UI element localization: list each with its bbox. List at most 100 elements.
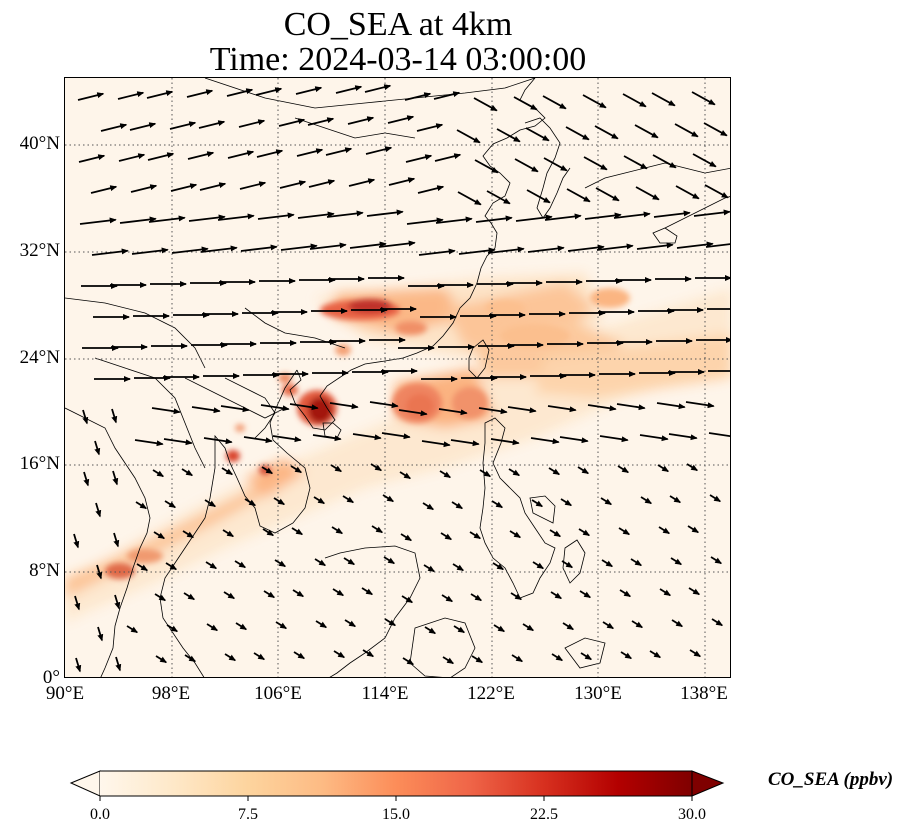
wind-vector-arrow	[453, 625, 466, 634]
wind-vector-arrow	[530, 437, 560, 445]
wind-vector-arrow	[381, 432, 411, 440]
wind-vector-arrow	[279, 180, 307, 189]
wind-vector-arrow	[491, 500, 504, 509]
wind-vector-arrow	[181, 468, 194, 477]
wind-vector-arrow	[582, 94, 607, 109]
wind-vector-arrow	[473, 97, 498, 112]
colorbar-gradient	[100, 771, 692, 796]
wind-vector-arrow	[272, 435, 302, 443]
wind-vector-arrow	[364, 84, 392, 93]
wind-vector-arrow	[333, 650, 346, 659]
wind-vector-arrow	[421, 440, 451, 448]
wind-vector-arrow	[274, 559, 287, 568]
wind-vector-arrow	[422, 502, 435, 511]
wind-vector-arrow	[496, 128, 521, 143]
wind-vector-arrow	[261, 466, 274, 475]
wind-vector-arrow	[366, 209, 404, 217]
colorbar-tick-label: 30.0	[678, 806, 706, 823]
wind-vector-arrow	[549, 529, 562, 538]
wind-vector-arrow	[290, 465, 303, 474]
wind-vector-arrow	[687, 525, 700, 534]
wind-vector-arrow	[657, 464, 670, 473]
wind-vector-arrow	[636, 242, 674, 250]
map-title: CO_SEA at 4km	[283, 6, 513, 43]
wind-vector-arrow	[331, 526, 344, 535]
wind-vector-arrow	[239, 181, 267, 190]
wind-vector-arrow	[471, 655, 484, 664]
wind-vector-arrow	[295, 86, 323, 95]
map-canvas	[65, 78, 730, 677]
wind-vector-arrow	[550, 591, 563, 600]
wind-vector-arrow	[469, 531, 482, 540]
wind-vector-arrow	[631, 620, 644, 629]
wind-vector-arrow	[620, 651, 633, 660]
wind-vector-arrow	[347, 116, 375, 125]
wind-vector-arrow	[676, 241, 714, 249]
wind-vector-arrow	[522, 623, 535, 632]
wind-vector-arrow	[580, 652, 593, 661]
wind-vector-arrow	[313, 496, 326, 505]
wind-vector-arrow	[253, 652, 266, 661]
wind-vector-arrow	[599, 435, 629, 443]
wind-vector-arrow	[96, 564, 103, 580]
wind-vector-arrow	[479, 469, 492, 478]
wind-vector-arrow	[613, 211, 651, 219]
wind-vector-arrow	[198, 120, 226, 129]
wind-vector-arrow	[531, 499, 544, 508]
wind-vector-arrow	[423, 564, 436, 573]
wind-vector-arrow	[562, 622, 575, 631]
wind-vector-arrow	[704, 184, 729, 199]
wind-vector-arrow	[561, 560, 574, 569]
wind-vector-arrow	[77, 92, 105, 101]
wind-vector-arrow	[187, 151, 215, 160]
wind-vector-arrow	[100, 123, 128, 132]
wind-vector-arrow	[297, 211, 335, 219]
wind-vector-arrow	[315, 620, 328, 629]
wind-vector-arrow	[675, 185, 700, 200]
wind-vector-arrow	[383, 556, 396, 565]
wind-vector-arrow	[708, 432, 730, 438]
lon-tick-label: 130°E	[574, 683, 622, 704]
wind-vector-arrow	[656, 402, 686, 410]
wind-vector-arrow	[115, 656, 122, 672]
wind-vector-arrow	[548, 467, 561, 476]
wind-vector-arrow	[474, 159, 499, 174]
wind-vector-arrow	[514, 158, 539, 173]
wind-vector-arrow	[166, 624, 179, 633]
wind-vector-arrow	[278, 118, 306, 127]
wind-vector-arrow	[273, 497, 286, 506]
wind-vector-arrow	[671, 619, 684, 628]
wind-vector-arrow	[559, 436, 589, 444]
wind-vector-arrow	[618, 527, 631, 536]
wind-vector-arrow	[547, 405, 577, 413]
wind-vector-arrow	[114, 594, 121, 610]
wind-vector-arrow	[260, 404, 290, 412]
wind-vector-arrow	[490, 438, 520, 446]
wind-vector-arrow	[584, 212, 622, 220]
wind-vector-arrow	[134, 439, 164, 447]
wind-vector-arrow	[243, 436, 273, 444]
wind-vector-arrow	[165, 562, 178, 571]
wind-vector-arrow	[659, 588, 672, 597]
co-concentration-field	[65, 273, 730, 623]
wind-vector-arrow	[344, 619, 357, 628]
wind-vector-arrow	[256, 149, 284, 158]
wind-vector-arrow	[148, 215, 186, 223]
lon-tick-label: 114°E	[361, 683, 409, 704]
colorbar	[69, 770, 725, 801]
wind-vector-arrow	[639, 434, 669, 442]
wind-vector-arrow	[457, 191, 482, 206]
wind-vector-arrow	[435, 216, 473, 224]
wind-vector-arrow	[223, 591, 236, 600]
wind-vector-arrow	[97, 626, 104, 642]
wind-vector-arrow	[382, 494, 395, 503]
wind-vector-arrow	[441, 594, 454, 603]
wind-vector-arrow	[203, 437, 233, 445]
wind-vector-arrow	[440, 532, 453, 541]
wind-vector-arrow	[325, 147, 353, 156]
wind-vector-arrow	[308, 179, 336, 188]
wind-vector-arrow	[560, 498, 573, 507]
wind-vector-arrow	[685, 401, 715, 409]
wind-vector-arrow	[577, 466, 590, 475]
lon-tick-label: 90°E	[45, 683, 85, 704]
